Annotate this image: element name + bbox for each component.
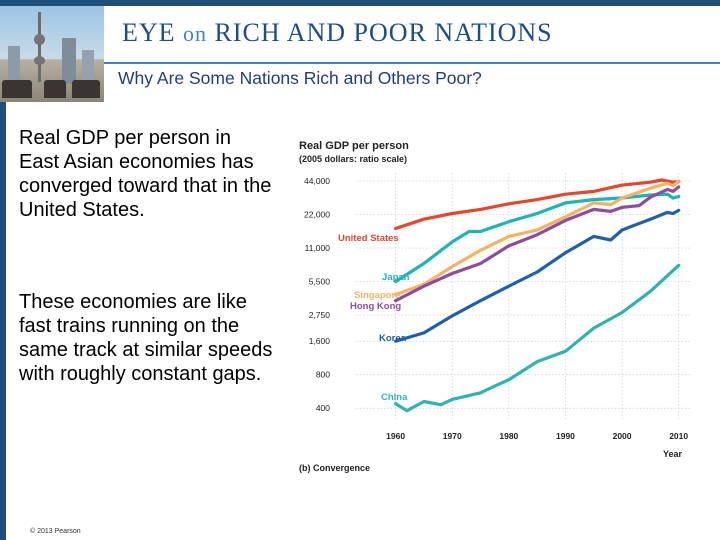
header-title-rest: RICH AND POOR NATIONS <box>214 18 553 47</box>
series-label-hong-kong: Hong Kong <box>350 301 401 312</box>
series-line-korea <box>393 208 681 343</box>
y-tick-label: 800 <box>316 370 330 380</box>
body-paragraph-2: These economies are like fast trains run… <box>19 291 273 385</box>
x-tick-label: 1960 <box>386 431 405 441</box>
y-tick-label: 1,600 <box>309 336 331 346</box>
body-paragraph-1: Real GDP per person in East Asian econom… <box>19 127 272 221</box>
x-tick-label: 2010 <box>669 431 688 441</box>
y-tick-label: 2,750 <box>309 310 331 320</box>
x-axis-ticks: 1960 1970 1980 1990 2000 2010 <box>386 431 688 441</box>
slide-header: EYE on RICH AND POOR NATIONS <box>122 18 553 48</box>
series-label-china: China <box>381 392 408 403</box>
y-tick-label: 400 <box>316 403 330 413</box>
series-line-singapore <box>393 179 681 297</box>
x-tick-label: 1990 <box>556 431 575 441</box>
series-label-japan: Japan <box>382 272 410 283</box>
left-accent-bar <box>0 102 6 540</box>
x-tick-label: 1980 <box>499 431 518 441</box>
chart-caption: (b) Convergence <box>299 463 370 473</box>
chart-title: Real GDP per person <box>299 140 409 152</box>
y-axis-ticks: 44,000 22,000 11,000 5,500 2,750 1,600 800 400 <box>304 176 330 413</box>
x-tick-label: 2000 <box>613 431 632 441</box>
series-label-singapore: Singapore <box>354 290 400 301</box>
series-line-united-states <box>393 178 681 231</box>
x-axis-label: Year <box>663 449 683 459</box>
y-tick-label: 5,500 <box>309 277 331 287</box>
chart-subtitle: (2005 dollars: ratio scale) <box>299 154 407 164</box>
series-line-japan <box>393 192 681 284</box>
header-photo <box>0 6 104 102</box>
header-title-eye: EYE <box>122 18 176 47</box>
chart-series <box>393 178 681 413</box>
y-tick-label: 11,000 <box>305 243 331 253</box>
header-title-on: on <box>183 21 208 46</box>
series-label-united-states: United States <box>338 233 399 244</box>
y-tick-label: 44,000 <box>304 176 330 186</box>
y-tick-label: 22,000 <box>304 210 330 220</box>
gdp-convergence-chart: Real GDP per person (2005 dollars: ratio… <box>299 140 690 473</box>
copyright-notice: © 2013 Pearson <box>30 528 81 535</box>
series-line-china <box>393 263 681 413</box>
top-accent-bar <box>0 0 720 6</box>
header-divider <box>104 62 720 64</box>
series-line-hong-kong <box>393 185 681 303</box>
x-tick-label: 1970 <box>443 431 462 441</box>
series-label-korea: Korea <box>379 333 407 344</box>
slide-subtitle: Why Are Some Nations Rich and Others Poo… <box>118 68 482 88</box>
